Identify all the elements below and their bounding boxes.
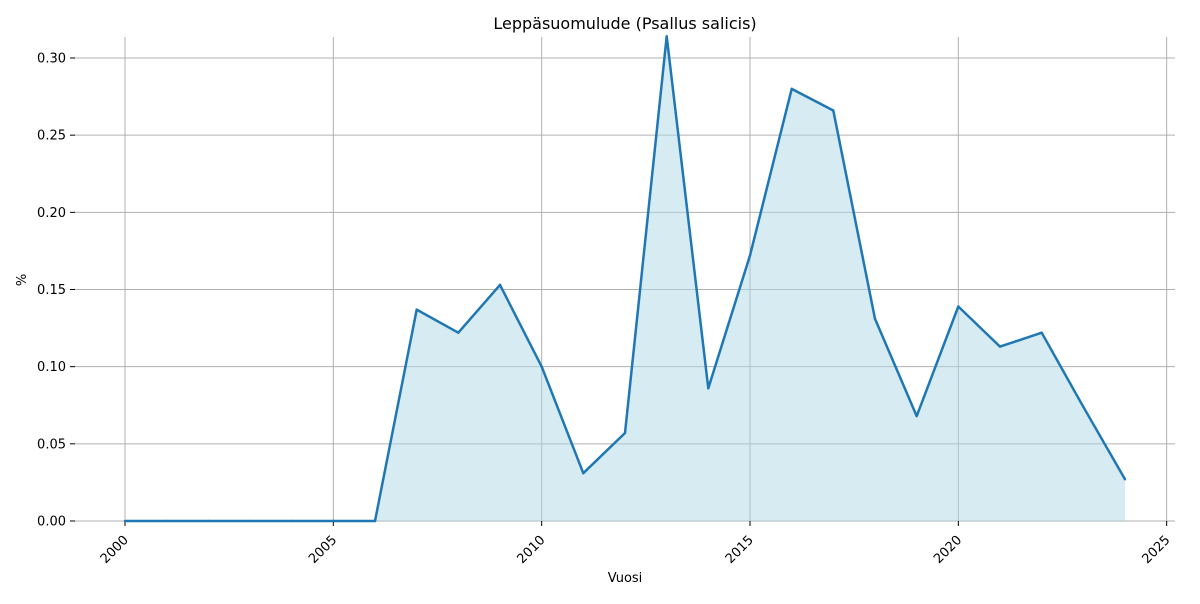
y-tick-label: 0.05 [37,437,66,452]
data-point [415,308,418,311]
data-point [373,519,377,523]
data-point [915,414,918,418]
data-point [790,87,793,91]
chart-title: Leppäsuomulude (Psallus salicis) [493,14,756,33]
data-point [165,519,168,523]
data-point [498,283,502,287]
data-point [832,109,835,112]
data-point [582,471,585,475]
data-point [998,345,1002,348]
data-point [248,519,252,523]
data-point [665,35,668,38]
y-tick-label: 0.15 [37,283,66,298]
data-point [1123,478,1127,481]
x-tick-label: 2000 [98,533,132,567]
y-tick-label: 0.25 [37,129,66,144]
data-point [957,305,960,308]
x-tick-label: 2005 [306,533,340,567]
y-tick-label: 0.30 [37,51,66,66]
area-fill [125,36,1125,522]
y-tick-label: 0.20 [37,206,66,221]
x-axis-label: Vuosi [608,571,643,586]
data-point [707,387,710,390]
y-tick-label: 0.00 [37,515,66,530]
data-point [1040,331,1043,334]
data-point [290,519,293,523]
x-tick-label: 2020 [931,533,965,567]
data-point [623,431,627,435]
data-point [748,254,752,257]
y-axis-label: % [15,274,30,286]
data-point [332,519,335,523]
data-point [1082,405,1085,408]
y-tick-label: 0.10 [37,360,66,375]
data-point [540,365,543,368]
x-tick-label: 2015 [723,533,757,567]
data-point [873,317,877,321]
x-tick-label: 2025 [1139,533,1173,567]
data-point [207,519,210,523]
data-point [457,331,460,334]
data-point [123,519,127,523]
x-tick-label: 2010 [514,533,548,567]
